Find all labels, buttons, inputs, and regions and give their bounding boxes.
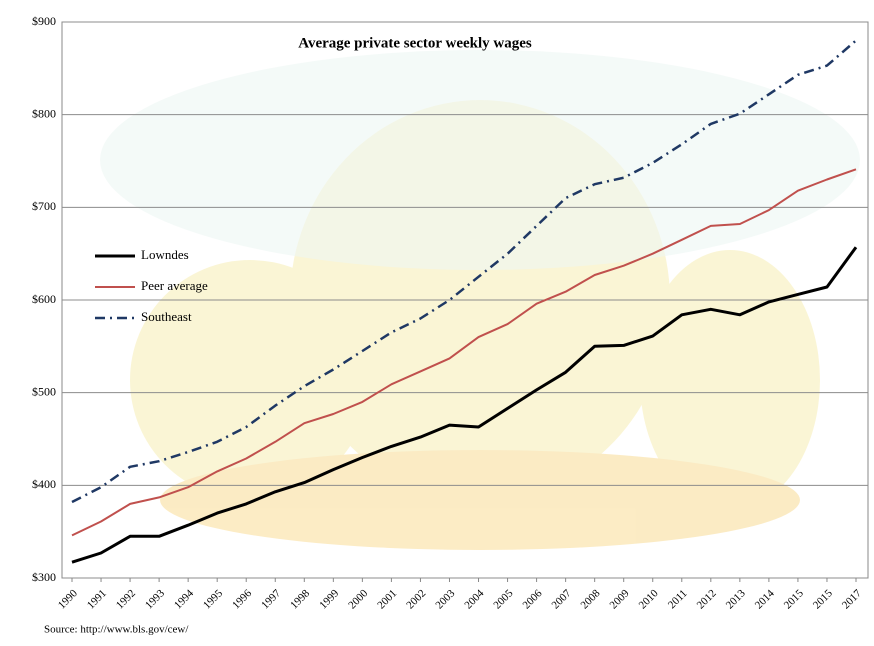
x-tick-label: 2003: [433, 587, 457, 611]
x-tick-label: 1997: [259, 587, 283, 611]
x-tick-label: 1991: [85, 587, 109, 611]
y-tick-label: $700: [32, 199, 56, 213]
x-tick-label: 1990: [56, 587, 80, 611]
source-note: Source: http://www.bls.gov/cew/: [44, 624, 189, 636]
x-tick-label: 1998: [288, 587, 312, 611]
x-tick-label: 1993: [143, 587, 167, 611]
legend-label: Lowndes: [141, 247, 189, 262]
x-tick-label: 2005: [491, 587, 515, 611]
x-tick-label: 2000: [346, 587, 370, 611]
y-tick-label: $300: [32, 570, 56, 584]
x-tick-label: 2010: [637, 587, 661, 611]
x-tick-label: 2002: [404, 587, 428, 611]
x-tick-label: 1999: [317, 587, 341, 611]
x-tick-label: 1992: [114, 587, 138, 611]
x-tick-label: 2004: [462, 587, 486, 611]
x-tick-label: 1996: [230, 587, 254, 611]
y-tick-label: $900: [32, 14, 56, 28]
x-tick-label: 2014: [753, 587, 777, 611]
x-tick-label: 2006: [520, 587, 544, 611]
decoration: [100, 50, 860, 270]
page: {"chart_data": { "type": "line", "title"…: [0, 0, 874, 641]
x-tick-label: 2008: [579, 587, 603, 611]
x-tick-label: 2015: [811, 587, 835, 611]
y-tick-label: $500: [32, 384, 56, 398]
x-tick-label: 2007: [549, 587, 573, 611]
legend-label: Peer average: [141, 278, 208, 293]
x-tick-label: 2001: [375, 587, 399, 611]
x-tick-label: 2017: [840, 587, 864, 611]
chart-title: Average private sector weekly wages: [298, 35, 532, 51]
x-tick-label: 2009: [608, 587, 632, 611]
legend-label: Southeast: [141, 309, 192, 324]
x-tick-label: 2015: [782, 587, 806, 611]
x-tick-label: 2012: [695, 587, 719, 611]
x-tick-label: 1994: [172, 587, 196, 611]
y-tick-label: $400: [32, 477, 56, 491]
chart: Average private sector weekly wages Sour…: [0, 0, 874, 641]
y-tick-label: $600: [32, 292, 56, 306]
y-tick-label: $800: [32, 106, 56, 120]
x-tick-label: 2011: [666, 587, 690, 611]
x-tick-label: 1995: [201, 587, 225, 611]
x-tick-label: 2013: [724, 587, 748, 611]
